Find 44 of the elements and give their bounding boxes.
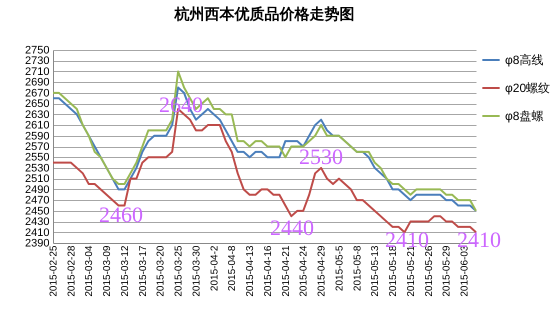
x-tick-label: 2015-04-24 [298, 245, 310, 297]
x-tick-label: 2015-04-16 [262, 245, 274, 297]
x-tick-label: 2015-03-20 [156, 245, 167, 297]
x-tick-label: 2015-05-5 [334, 245, 346, 292]
y-tick-label: 2590 [25, 130, 50, 142]
x-tick-label: 2015-02-28 [66, 245, 78, 297]
x-tick-label: 2015-03-12 [120, 245, 131, 297]
x-tick-label: 2015-02-25 [48, 245, 60, 297]
x-tick-label: 2015-03-04 [84, 245, 96, 297]
legend-label: φ8高线 [505, 53, 544, 67]
y-tick-label: 2530 [25, 162, 50, 174]
y-tick-label: 2390 [25, 238, 50, 250]
y-tick-label: 2490 [25, 184, 50, 196]
x-tick-label: 2015-04-2 [209, 245, 220, 292]
x-tick-label: 2015-05-29 [442, 245, 453, 297]
y-tick-label: 2650 [25, 98, 50, 110]
x-tick-label: 2015-03-30 [191, 245, 202, 297]
y-tick-label: 2690 [25, 76, 50, 89]
x-tick-label: 2015-04-21 [280, 245, 292, 297]
y-tick-label: 2630 [25, 108, 50, 121]
y-tick-label: 2430 [25, 216, 50, 228]
x-tick-label: 2015-05-18 [388, 245, 400, 297]
x-tick-label: 2015-03-17 [138, 245, 149, 297]
y-tick-label: 2610 [25, 120, 50, 132]
x-tick-label: 2015-05-13 [370, 245, 382, 297]
x-tick-label: 2015-04-13 [245, 245, 256, 297]
y-tick-label: 2750 [25, 44, 50, 56]
y-tick-label: 2410 [25, 226, 50, 239]
legend-label: φ8盘螺 [505, 109, 544, 123]
x-tick-label: 2015-03-25 [174, 245, 185, 297]
chart-title: 杭州西本优质品价格走势图 [174, 5, 354, 23]
y-tick-label: 2470 [25, 194, 50, 207]
x-tick-label: 2015-04-8 [227, 245, 238, 292]
y-tick-label: 2510 [25, 173, 50, 186]
y-tick-label: 2730 [25, 55, 50, 68]
x-tick-label: 2015-04-29 [316, 245, 328, 297]
x-tick-label: 2015-03-09 [102, 245, 114, 297]
legend-label: φ20螺纹 [505, 81, 550, 95]
y-tick-label: 2550 [25, 152, 50, 164]
x-tick-label: 2015-05-8 [352, 245, 364, 292]
y-tick-label: 2570 [25, 141, 50, 153]
y-tick-label: 2710 [25, 66, 50, 78]
y-tick-label: 2450 [25, 205, 50, 218]
y-tick-label: 2670 [25, 87, 50, 100]
